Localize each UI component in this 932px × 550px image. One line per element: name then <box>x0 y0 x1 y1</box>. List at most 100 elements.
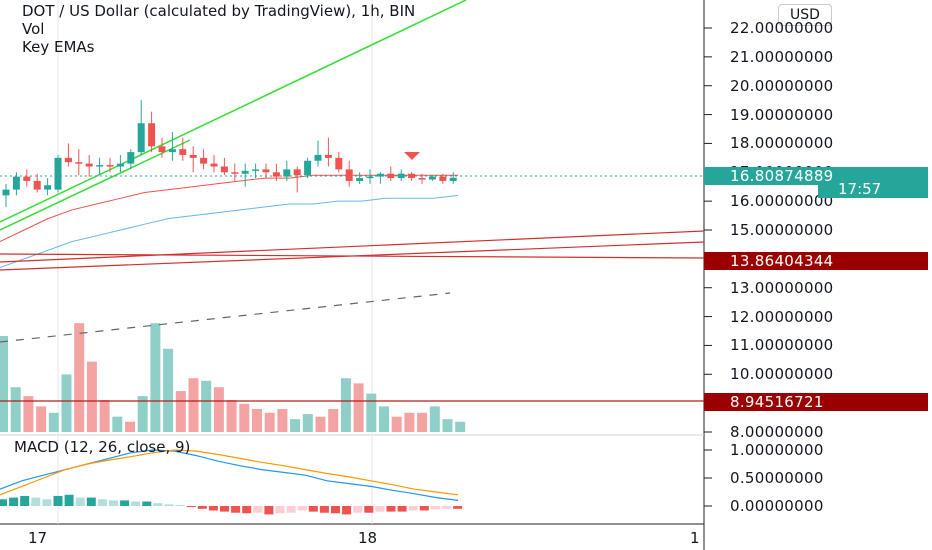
macd-line <box>0 449 459 501</box>
candle[interactable] <box>231 163 239 181</box>
volume-bar <box>99 400 110 432</box>
candle[interactable] <box>85 154 93 177</box>
candle[interactable] <box>314 140 322 167</box>
candle[interactable] <box>210 154 218 173</box>
candle[interactable] <box>54 154 62 193</box>
candle[interactable] <box>345 160 353 187</box>
ema-red-line <box>0 174 458 242</box>
candle[interactable] <box>252 163 260 179</box>
legend-volume[interactable]: Vol <box>22 20 45 38</box>
candle[interactable] <box>23 169 31 187</box>
candle[interactable] <box>220 157 228 176</box>
macd-histogram-bar <box>53 495 63 506</box>
candle[interactable] <box>158 137 166 158</box>
green-trendline-lower[interactable] <box>0 139 191 231</box>
volume-bar <box>163 348 174 432</box>
time-label-17: 17 <box>28 529 48 547</box>
candle[interactable] <box>106 157 114 173</box>
macd-histogram-bar <box>131 501 141 506</box>
candle[interactable] <box>335 152 343 173</box>
last-price-tag: 16.80874889 <box>704 167 928 185</box>
macd-legend[interactable]: MACD (12, 26, close, 9) <box>14 438 191 456</box>
candle[interactable] <box>189 146 197 173</box>
volume-bar <box>188 378 199 432</box>
candlestick-series[interactable] <box>2 100 457 207</box>
symbol-title[interactable]: DOT / US Dollar (calculated by TradingVi… <box>22 2 416 20</box>
candle[interactable] <box>116 154 124 173</box>
candle[interactable] <box>356 172 364 184</box>
level-tag-8-94: 8.94516721 <box>704 393 928 411</box>
volume-bar <box>290 419 301 432</box>
volume-bar <box>442 419 453 432</box>
candle[interactable] <box>439 173 447 184</box>
candle[interactable] <box>272 163 280 181</box>
volume-bar <box>391 416 402 432</box>
horizontal-level-13-86[interactable] <box>0 253 705 259</box>
macd-histogram-bar <box>142 501 152 506</box>
candle[interactable] <box>2 183 10 207</box>
sell-signal-arrow-icon <box>404 152 420 160</box>
macd-histogram-bar <box>319 506 329 513</box>
candle[interactable] <box>387 166 395 181</box>
price-axis-label: 22.00000000 <box>730 19 834 37</box>
candle[interactable] <box>200 149 208 170</box>
macd-histogram-bar <box>253 506 263 513</box>
candle[interactable] <box>293 166 301 193</box>
candle[interactable] <box>33 173 41 193</box>
candle[interactable] <box>148 111 156 153</box>
macd-histogram-bar <box>0 499 7 506</box>
currency-button[interactable]: USD <box>778 4 832 26</box>
candle[interactable] <box>12 172 20 196</box>
candle[interactable] <box>262 163 270 179</box>
dashed-projection-line[interactable] <box>0 292 451 343</box>
candle[interactable] <box>408 172 416 181</box>
price-axis-label: 10.00000000 <box>730 365 834 384</box>
volume-bar <box>455 421 466 432</box>
macd-histogram-bar <box>31 497 41 506</box>
volume-bar <box>302 414 313 432</box>
price-axis-label: 15.00000000 <box>730 221 834 239</box>
green-trendline-upper[interactable] <box>0 0 467 223</box>
candle[interactable] <box>397 169 405 181</box>
volume-bar <box>404 412 415 432</box>
candle[interactable] <box>127 149 135 170</box>
macd-histogram-bar <box>242 506 252 514</box>
macd-axis-label: 0.50000000 <box>730 469 824 487</box>
candle[interactable] <box>428 175 436 181</box>
candle[interactable] <box>179 137 187 161</box>
legend-key-emas[interactable]: Key EMAs <box>22 38 95 56</box>
candle[interactable] <box>75 149 83 176</box>
volume-bar <box>112 416 123 432</box>
candle[interactable] <box>64 143 72 167</box>
volume-bar <box>379 406 389 432</box>
macd-histogram-bar <box>164 504 174 506</box>
candle[interactable] <box>376 172 384 184</box>
macd-histogram-bar <box>297 506 307 511</box>
candle-countdown-tag: 17:57 <box>818 181 928 198</box>
candle[interactable] <box>44 178 52 196</box>
macd-axis-label: 1.00000000 <box>730 441 824 459</box>
macd-histogram-bar <box>109 500 118 506</box>
candle[interactable] <box>283 160 291 181</box>
resistance-trendline-1[interactable] <box>0 230 705 263</box>
volume-bar <box>366 393 377 432</box>
candle[interactable] <box>324 137 332 167</box>
volume-bar <box>23 396 34 432</box>
candle[interactable] <box>449 172 457 184</box>
candle[interactable] <box>366 169 374 184</box>
macd-histogram-bar <box>264 506 274 515</box>
candle[interactable] <box>241 163 249 187</box>
volume-bar <box>239 403 250 432</box>
macd-histogram-bar <box>286 506 296 513</box>
volume-bar <box>340 378 351 432</box>
candle[interactable] <box>304 157 312 179</box>
volume-bar <box>201 380 212 432</box>
candle[interactable] <box>96 157 104 176</box>
candle[interactable] <box>137 100 145 155</box>
chart-legend: DOT / US Dollar (calculated by TradingVi… <box>0 2 415 56</box>
candle[interactable] <box>168 131 176 161</box>
candle[interactable] <box>418 173 426 184</box>
macd-histogram-bar <box>20 495 30 506</box>
macd-histogram-bar <box>197 506 207 509</box>
